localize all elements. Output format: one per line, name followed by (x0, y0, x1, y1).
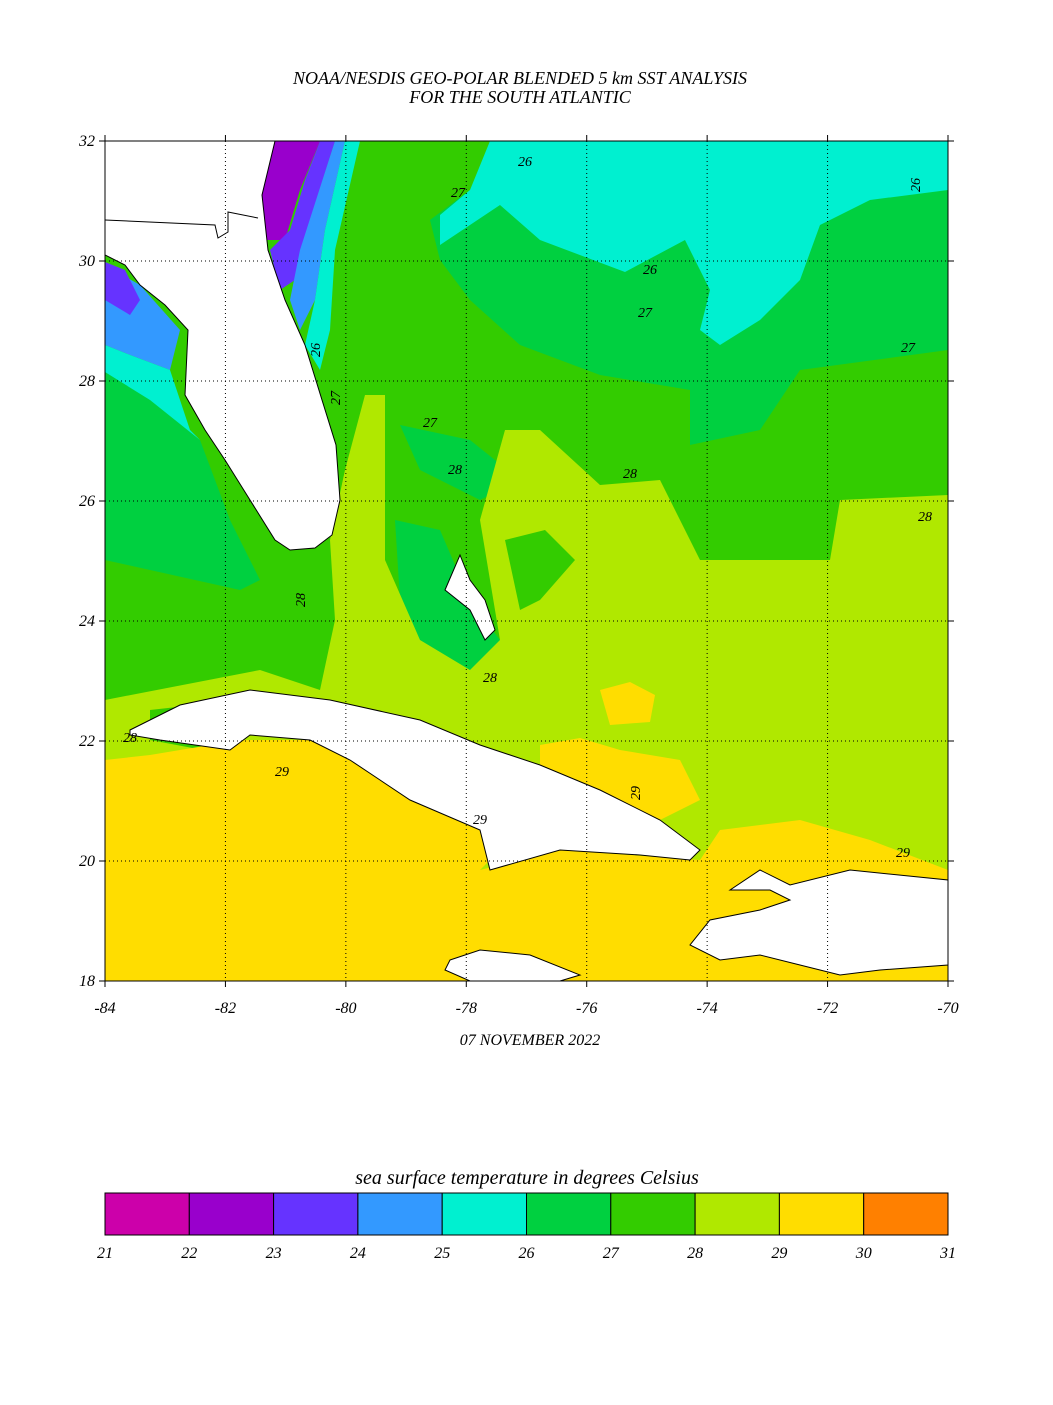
colorbar-swatch (778, 1192, 865, 1236)
water-23 (105, 262, 140, 315)
y-tick-label: 30 (78, 253, 95, 270)
y-tick-label: 20 (79, 853, 95, 870)
land-jamaica (444, 949, 582, 982)
y-tick-label: 24 (79, 613, 95, 630)
border (104, 211, 259, 239)
contour-label: 26 (309, 343, 324, 357)
contour-label: 29 (473, 813, 487, 828)
x-tick-label: -84 (94, 1000, 115, 1017)
y-tick-label: 26 (79, 493, 95, 510)
colorbar-tick-label: 22 (181, 1245, 197, 1262)
contour-label: 27 (423, 416, 438, 431)
land-florida (104, 140, 341, 551)
water-22 (262, 141, 320, 240)
date: 07 NOVEMBER 2022 (460, 1032, 600, 1049)
contour-label: 28 (623, 467, 637, 482)
contour-label: 27 (451, 186, 466, 201)
y-tick-label: 32 (78, 133, 95, 150)
colorbar-tick-label: 28 (687, 1245, 703, 1262)
map-frame (104, 140, 949, 982)
water-25 (305, 141, 360, 370)
colorbar-swatch (610, 1192, 696, 1236)
colorbar-swatch (188, 1192, 275, 1236)
contour-label: 26 (518, 155, 532, 170)
contour-label: 28 (123, 731, 137, 746)
water-29 (540, 738, 700, 820)
contour-label: 29 (629, 786, 644, 800)
water-26 (395, 520, 500, 680)
water-25 (440, 141, 948, 345)
colorbar-swatch (526, 1192, 612, 1236)
contour-label: 28 (483, 671, 497, 686)
contour-label: 27 (901, 341, 916, 356)
x-tick-label: -70 (937, 1000, 958, 1017)
colorbar-label: sea surface temperature in degrees Celsi… (355, 1167, 699, 1189)
y-tick-label: 22 (79, 733, 95, 750)
colorbar-swatch (863, 1192, 949, 1236)
colorbar: 21 22 23 24 25 26 27 28 29 30 31 (97, 1192, 956, 1262)
colorbar-tick-label: 24 (350, 1245, 366, 1262)
colorbar-tick-label: 21 (97, 1245, 113, 1262)
x-tick-label: -76 (576, 1000, 597, 1017)
y-tick-label: 18 (79, 973, 95, 990)
x-tick-label: -72 (817, 1000, 838, 1017)
water-29 (600, 682, 655, 725)
water-26 (105, 370, 260, 590)
land-cuba (129, 689, 701, 871)
colorbar-tick-label: 26 (519, 1245, 535, 1262)
y-tick-label: 28 (79, 373, 95, 390)
colorbar-swatch (357, 1192, 443, 1236)
colorbar-swatch (694, 1192, 780, 1236)
x-tick-label: -78 (456, 1000, 477, 1017)
water-26 (400, 425, 520, 500)
x-tick-label: -74 (696, 1000, 717, 1017)
contour-label: 28 (918, 510, 932, 525)
colorbar-swatch (104, 1192, 190, 1236)
colorbar-tick-label: 31 (939, 1245, 956, 1262)
x-tick-label: -80 (335, 1000, 356, 1017)
land-hispaniola (689, 869, 949, 976)
water-27 (505, 530, 575, 610)
colorbar-tick-label: 23 (266, 1245, 282, 1262)
contour-label: 29 (896, 846, 910, 861)
contour-label: 29 (275, 765, 289, 780)
contour-label: 27 (329, 390, 344, 405)
contour-label: 26 (643, 263, 657, 278)
contour-label: 26 (909, 178, 924, 192)
x-tick-label: -82 (215, 1000, 236, 1017)
contour-label: 28 (448, 463, 462, 478)
water-24 (290, 141, 345, 330)
title-line: NOAA/NESDIS GEO-POLAR BLENDED 5 km SST A… (292, 68, 747, 88)
contour-label: 28 (294, 593, 309, 607)
colorbar-tick-label: 29 (771, 1245, 787, 1262)
water-23 (270, 141, 335, 290)
colorbar-tick-label: 25 (434, 1245, 450, 1262)
title-line: FOR THE SOUTH ATLANTIC (408, 87, 632, 107)
water-25 (105, 345, 200, 440)
colorbar-tick-label: 30 (855, 1245, 872, 1262)
colorbar-swatch (441, 1192, 528, 1236)
land-bahamas (444, 553, 496, 641)
map: -84 -82 -80 -78 -76 -74 -72 -70 18 20 22 24 26 28 30 32… (78, 133, 959, 1017)
contour-label: 27 (638, 306, 653, 321)
colorbar-swatch (273, 1192, 359, 1236)
colorbar-tick-label: 27 (603, 1245, 620, 1262)
